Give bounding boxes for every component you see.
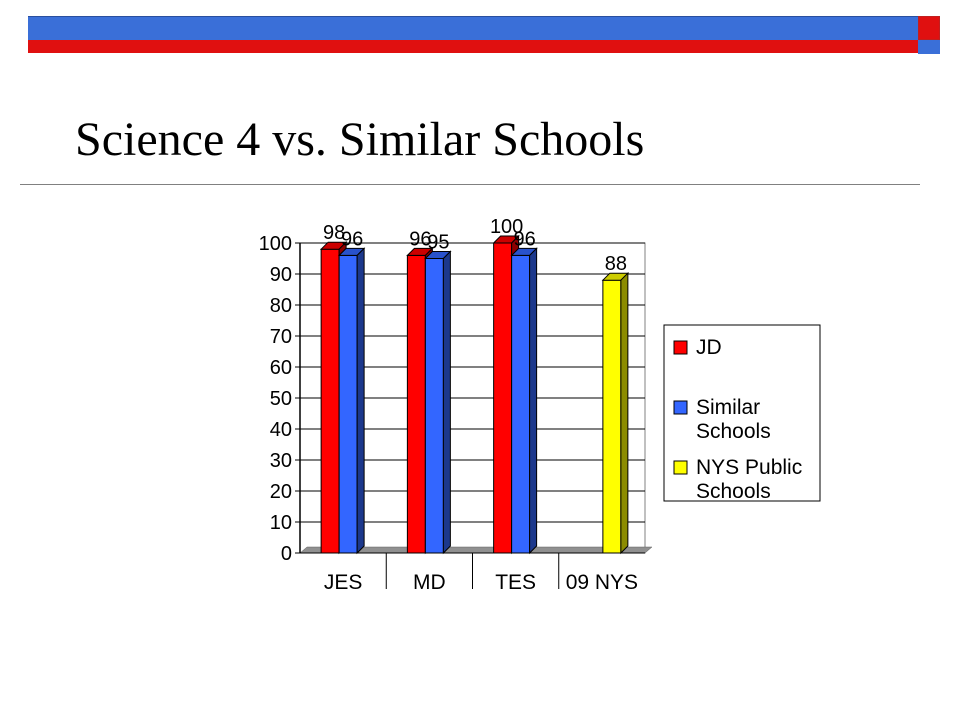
corner-blue-square xyxy=(918,40,940,54)
data-label: 96 xyxy=(341,228,363,250)
bar-side-face xyxy=(529,247,538,555)
top-decor-bar xyxy=(28,16,918,53)
bar-jes-s1 xyxy=(320,248,340,554)
y-tick-label: 80 xyxy=(270,295,292,317)
x-tick-label: TES xyxy=(495,571,536,594)
legend-box xyxy=(663,324,821,502)
legend-label: Schools xyxy=(696,420,771,443)
y-tick-label: 40 xyxy=(270,419,292,441)
data-label: 100 xyxy=(490,216,523,238)
data-label: 98 xyxy=(323,222,345,244)
bar-side-face xyxy=(620,271,629,555)
bar-md-s1 xyxy=(406,254,426,554)
legend-label: Similar xyxy=(696,396,760,419)
legend-swatch xyxy=(673,400,688,415)
legend-label: JD xyxy=(696,336,722,359)
y-tick-label: 100 xyxy=(259,233,292,255)
y-tick-label: 0 xyxy=(281,543,292,565)
legend-swatch xyxy=(673,460,688,475)
legend-label: NYS Public xyxy=(696,456,802,479)
y-tick-label: 20 xyxy=(270,481,292,503)
bar-jes-s2 xyxy=(338,254,358,554)
bar-side-face xyxy=(442,250,451,555)
title-divider xyxy=(20,184,920,185)
data-label: 96 xyxy=(514,228,536,250)
y-tick-label: 10 xyxy=(270,512,292,534)
x-tick-label: JES xyxy=(324,571,363,594)
top-blue-strip xyxy=(28,16,918,41)
bar-tes-s2 xyxy=(511,254,531,554)
data-label: 95 xyxy=(427,232,449,254)
y-tick-label: 50 xyxy=(270,388,292,410)
bar-tes-s1 xyxy=(493,242,513,554)
y-tick-label: 30 xyxy=(270,450,292,472)
legend-swatch xyxy=(673,340,688,355)
top-red-strip xyxy=(28,40,918,53)
data-label: 96 xyxy=(409,228,431,250)
bar-09-nys-s3 xyxy=(602,279,622,554)
legend-label: Schools xyxy=(696,480,771,503)
y-tick-label: 70 xyxy=(270,326,292,348)
slide-title: Science 4 vs. Similar Schools xyxy=(75,113,645,166)
x-tick-label: 09 NYS xyxy=(566,571,638,594)
x-tick-label: MD xyxy=(413,571,446,594)
data-label: 88 xyxy=(605,253,627,275)
corner-red-square xyxy=(918,16,940,40)
y-tick-label: 90 xyxy=(270,264,292,286)
bar-side-face xyxy=(356,247,365,555)
bar-md-s2 xyxy=(424,258,444,554)
y-tick-label: 60 xyxy=(270,357,292,379)
